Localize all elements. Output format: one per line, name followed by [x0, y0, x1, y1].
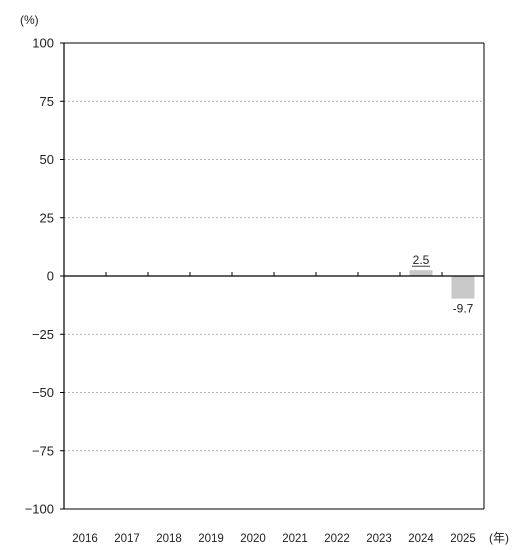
x-tick-label: 2017: [114, 533, 140, 545]
y-tick-label: 0: [47, 269, 54, 284]
y-axis-ticks: 100 75 50 25 0 −25 −50 −75 −100: [25, 36, 64, 517]
gridlines: [64, 100, 484, 452]
x-tick-label: 2019: [198, 533, 224, 545]
y-tick-label: 75: [40, 94, 54, 109]
x-tick-label: 2024: [408, 533, 434, 545]
y-tick-label: −50: [32, 385, 54, 400]
data-labels: 2.5 -9.7: [412, 253, 474, 316]
x-tick-label: 2016: [72, 533, 98, 545]
x-tick-label: 2022: [324, 533, 350, 545]
y-tick-label: −25: [32, 327, 54, 342]
x-axis-ticks: 2016 2017 2018 2019 2020 2021 2022 2023 2024 2025: [72, 533, 476, 545]
x-tick-label: 2023: [366, 533, 392, 545]
x-tick-label: 2018: [156, 533, 182, 545]
x-tick-label: 2021: [282, 533, 308, 545]
axes: [63, 42, 485, 510]
y-axis-unit: (%): [20, 13, 39, 27]
y-tick-label: 50: [40, 152, 54, 167]
y-tick-label: 25: [40, 210, 54, 225]
bar: [409, 270, 433, 276]
x-tick-label: 2020: [240, 533, 266, 545]
y-tick-label: −100: [25, 502, 54, 517]
x-axis-unit: (年): [489, 531, 509, 545]
y-tick-label: −75: [32, 443, 54, 458]
bars: [409, 270, 475, 299]
data-label: 2.5: [413, 253, 430, 267]
x-tick-label: 2025: [450, 533, 476, 545]
data-label: -9.7: [453, 302, 474, 316]
y-tick-label: 100: [32, 36, 54, 51]
bar: [451, 276, 475, 299]
